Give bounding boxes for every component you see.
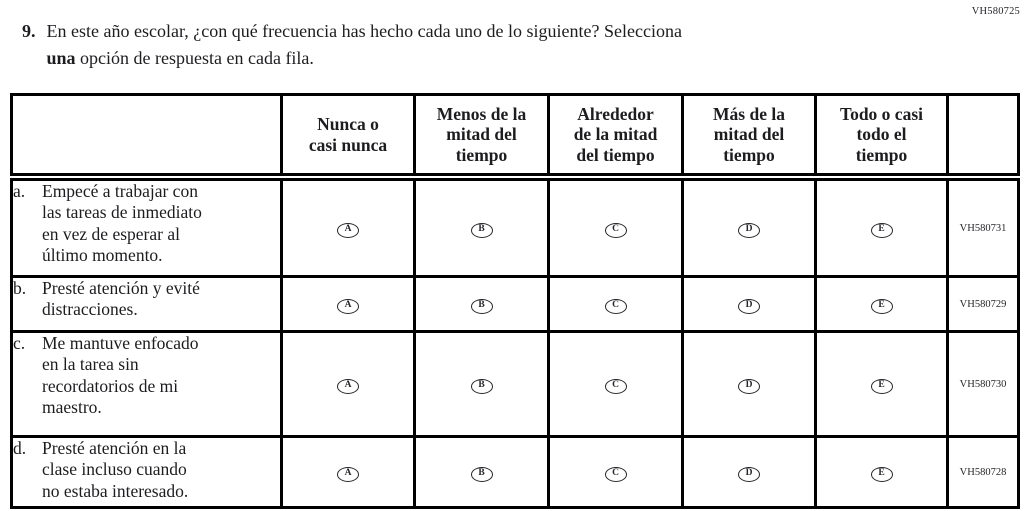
row-letter: c. <box>13 333 26 353</box>
column-header-about-half: Alrededor de la mitad del tiempo <box>547 93 684 181</box>
header-code-cell <box>946 93 1020 181</box>
option-cell: C <box>547 435 684 509</box>
option-cell: E <box>814 330 949 438</box>
option-cell: C <box>547 175 684 278</box>
column-header-all-the-time: Todo o casi todo el tiempo <box>814 93 949 181</box>
option-cell: D <box>681 275 817 333</box>
option-bubble-e[interactable]: E <box>870 298 893 314</box>
option-bubble-a[interactable]: A <box>337 222 359 238</box>
column-header-never: Nunca o casi nunca <box>280 93 416 181</box>
table-row-d: d. Presté atención en la clase incluso c… <box>10 435 1020 509</box>
option-bubble-a[interactable]: A <box>337 298 359 314</box>
row-statement: Empecé a trabajar con las tareas de inme… <box>42 181 202 266</box>
frequency-response-table: Nunca o casi nunca Menos de la mitad del… <box>10 93 1020 509</box>
option-bubble-b[interactable]: B <box>470 298 493 314</box>
option-bubble-e[interactable]: E <box>870 378 893 394</box>
option-cell: E <box>814 435 949 509</box>
row-letter: a. <box>13 181 26 201</box>
option-cell: A <box>280 435 416 509</box>
row-letter: d. <box>13 438 27 458</box>
option-bubble-d[interactable]: D <box>738 298 760 314</box>
option-cell: D <box>681 330 817 438</box>
option-bubble-a[interactable]: A <box>337 378 359 394</box>
option-cell: D <box>681 175 817 278</box>
question-text: En este año escolar, ¿con qué frecuencia… <box>47 18 682 72</box>
row-code: VH580731 <box>946 175 1020 278</box>
row-statement-cell: b. Presté atención y evité distracciones… <box>10 275 283 333</box>
header-blank-cell <box>10 93 283 181</box>
row-code: VH580730 <box>946 330 1020 438</box>
option-bubble-b[interactable]: B <box>470 466 493 482</box>
option-cell: E <box>814 275 949 333</box>
option-bubble-d[interactable]: D <box>738 378 760 394</box>
option-bubble-e[interactable]: E <box>870 466 893 482</box>
option-bubble-c[interactable]: C <box>604 466 627 482</box>
row-statement: Presté atención y evité distracciones. <box>42 278 200 320</box>
option-bubble-c[interactable]: C <box>604 378 627 394</box>
row-code: VH580729 <box>946 275 1020 333</box>
option-cell: A <box>280 175 416 278</box>
row-letter: b. <box>13 278 27 298</box>
question-line2: opción de respuesta en cada fila. <box>75 48 314 68</box>
row-statement: Me mantuve enfocado en la tarea sin reco… <box>42 333 199 418</box>
option-bubble-c[interactable]: C <box>604 222 627 238</box>
option-bubble-e[interactable]: E <box>870 222 893 238</box>
option-bubble-a[interactable]: A <box>337 466 359 482</box>
header-row: Nunca o casi nunca Menos de la mitad del… <box>10 93 1020 181</box>
option-cell: A <box>280 275 416 333</box>
question-number: 9. <box>22 21 36 41</box>
question-bold-word: una <box>46 48 76 68</box>
option-bubble-d[interactable]: D <box>738 222 760 238</box>
table-row-a: a. Empecé a trabajar con las tareas de i… <box>10 175 1020 278</box>
column-header-less-than-half: Menos de la mitad del tiempo <box>413 93 550 181</box>
option-cell: B <box>413 330 550 438</box>
option-bubble-b[interactable]: B <box>470 378 493 394</box>
table-row-c: c. Me mantuve enfocado en la tarea sin r… <box>10 330 1020 438</box>
form-code: VH580725 <box>971 6 1020 17</box>
option-cell: A <box>280 330 416 438</box>
row-statement: Presté atención en la clase incluso cuan… <box>42 438 189 501</box>
option-cell: B <box>413 175 550 278</box>
row-code: VH580728 <box>946 435 1020 509</box>
table-row-b: b. Presté atención y evité distracciones… <box>10 275 1020 333</box>
option-cell: B <box>413 275 550 333</box>
question-line1: En este año escolar, ¿con qué frecuencia… <box>46 21 682 41</box>
option-cell: C <box>547 275 684 333</box>
row-statement-cell: c. Me mantuve enfocado en la tarea sin r… <box>10 330 283 438</box>
option-bubble-c[interactable]: C <box>604 298 627 314</box>
row-statement-cell: a. Empecé a trabajar con las tareas de i… <box>10 175 283 278</box>
option-bubble-d[interactable]: D <box>738 466 760 482</box>
column-header-more-than-half: Más de la mitad del tiempo <box>681 93 817 181</box>
row-statement-cell: d. Presté atención en la clase incluso c… <box>10 435 283 509</box>
question-block: 9. En este año escolar, ¿con qué frecuen… <box>22 18 682 72</box>
option-bubble-b[interactable]: B <box>470 222 493 238</box>
option-cell: E <box>814 175 949 278</box>
option-cell: B <box>413 435 550 509</box>
option-cell: D <box>681 435 817 509</box>
option-cell: C <box>547 330 684 438</box>
